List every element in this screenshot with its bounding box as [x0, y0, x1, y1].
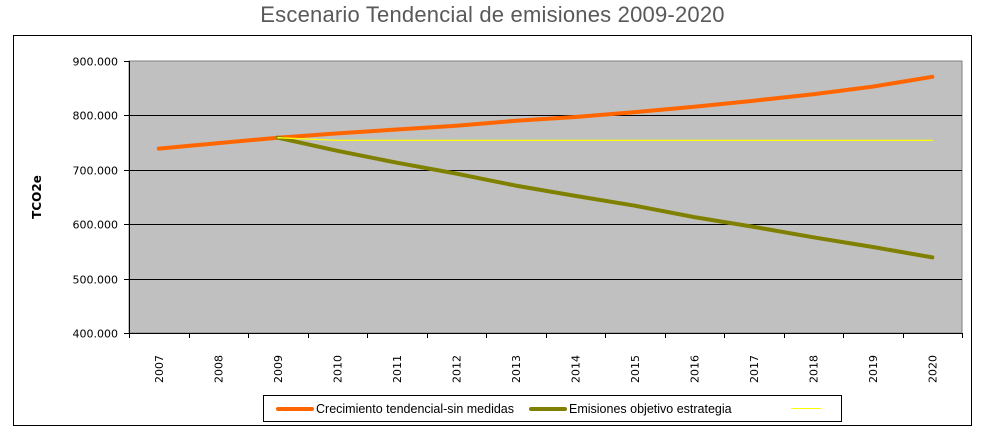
- legend-item-crecimiento: Crecimiento tendencial-sin medidas: [276, 396, 514, 421]
- y-tick-label: 700.000: [73, 165, 119, 178]
- x-tick-label: 2020: [926, 355, 939, 383]
- x-tick-label: 2019: [867, 355, 880, 383]
- series-line-1: [275, 135, 935, 260]
- legend-swatch-yellow: [791, 408, 821, 409]
- x-tick-label: 2008: [212, 355, 225, 383]
- legend-item-emisiones: Emisiones objetivo estrategia: [529, 396, 732, 421]
- x-tick-label: 2009: [272, 355, 285, 383]
- y-tick-label: 500.000: [73, 274, 119, 287]
- series-line-2: [277, 137, 933, 142]
- x-tick-label: 2010: [331, 355, 344, 383]
- x-tick-label: 2013: [510, 355, 523, 383]
- y-axis-label: TCO2e: [30, 175, 44, 219]
- x-tick-label: 2015: [629, 355, 642, 383]
- series-line-0: [156, 74, 935, 151]
- legend-swatch-olive: [529, 406, 567, 411]
- x-tick-label: 2018: [807, 355, 820, 383]
- x-tick-label: 2014: [569, 355, 582, 383]
- y-tick-label: 800.000: [73, 110, 119, 123]
- x-tick-label: 2007: [153, 355, 166, 383]
- y-tick-label: 900.000: [73, 56, 119, 69]
- y-tick-label: 600.000: [73, 219, 119, 232]
- x-tick-label: 2016: [688, 355, 701, 383]
- x-tick-label: 2012: [450, 355, 463, 383]
- y-tick-label: 400.000: [73, 328, 119, 341]
- legend: Crecimiento tendencial-sin medidas Emisi…: [263, 395, 842, 422]
- legend-label: Emisiones objetivo estrategia: [569, 401, 732, 416]
- legend-item-yellow: [791, 396, 823, 421]
- x-tick-label: 2011: [391, 355, 404, 383]
- legend-swatch-orange: [276, 406, 314, 411]
- legend-label: Crecimiento tendencial-sin medidas: [316, 401, 515, 416]
- plot-area: [128, 60, 963, 334]
- chart-title: Escenario Tendencial de emisiones 2009-2…: [260, 2, 725, 27]
- x-tick-label: 2017: [748, 355, 761, 383]
